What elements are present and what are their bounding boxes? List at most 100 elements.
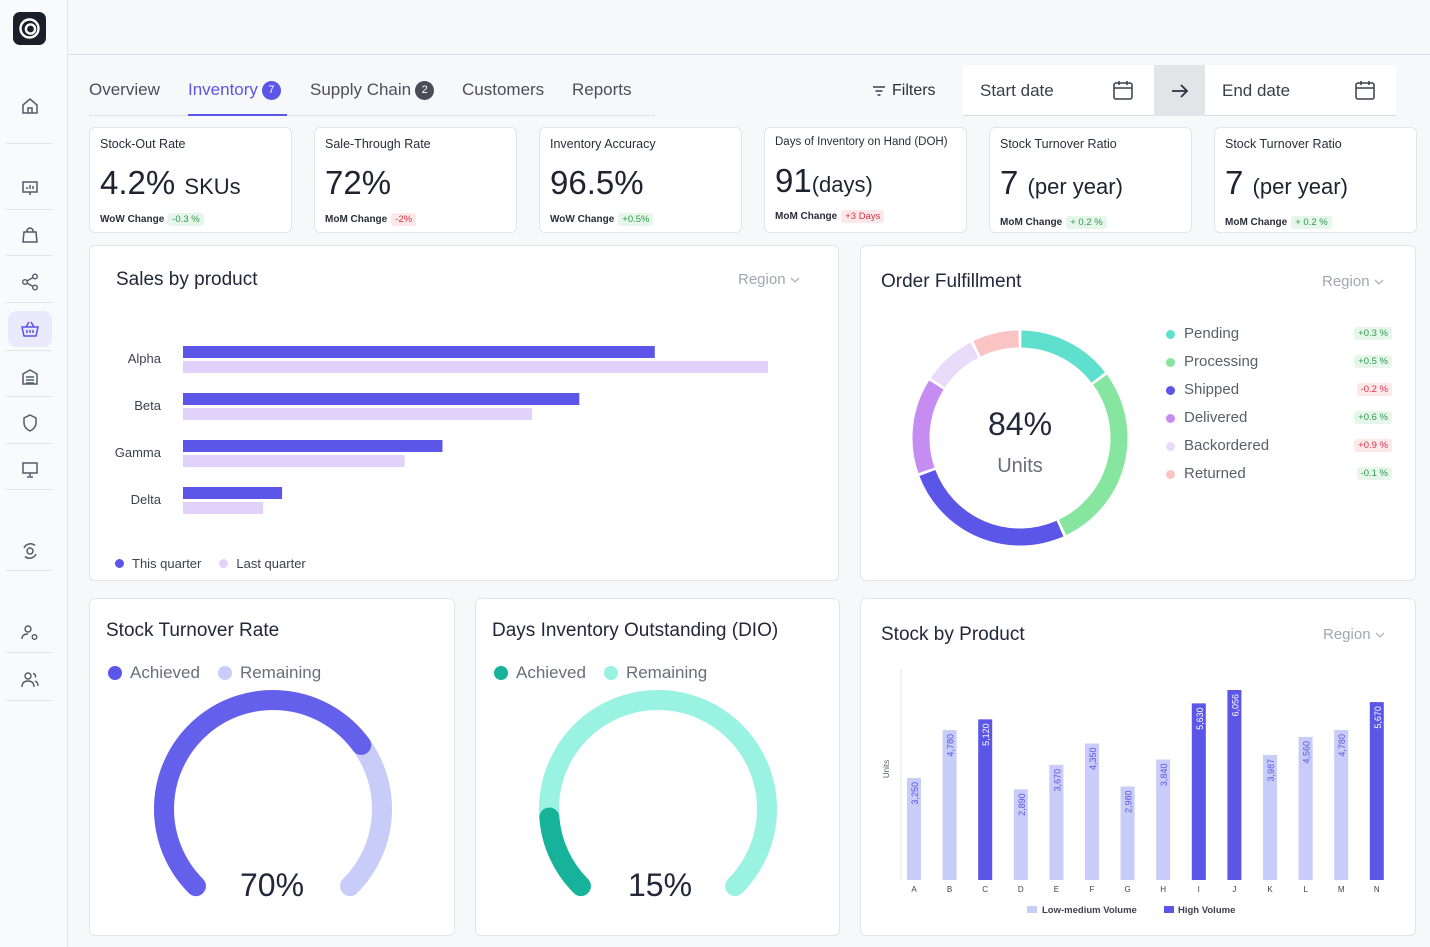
data-label: 3,840: [1159, 764, 1169, 787]
legend-achieved: Achieved: [130, 663, 200, 682]
kpi-label: Days of Inventory on Hand (DOH): [775, 136, 948, 148]
calendar-icon[interactable]: [1112, 79, 1134, 101]
kpi-card-stock-turnover-ratio-2: Stock Turnover Ratio 7 (per year) MoM Ch…: [1214, 127, 1417, 233]
share-icon[interactable]: [14, 266, 46, 298]
region-label: Region: [1322, 273, 1370, 290]
tab-inventory[interactable]: Inventory 7: [188, 80, 281, 100]
legend-change-badge: +0.5 %: [1354, 355, 1392, 368]
kpi-unit: SKUs: [184, 174, 241, 199]
kpi-change-label: MoM Change: [325, 214, 388, 225]
legend-swatch-high: [1164, 906, 1174, 913]
data-label: 3,670: [1052, 769, 1062, 792]
kpi-change-label: WoW Change: [100, 214, 165, 225]
kpi-card-sale-through-rate: Sale-Through Rate 72% MoM Change -2%: [314, 127, 517, 233]
app-logo[interactable]: [13, 12, 46, 45]
dio-gauge: [539, 690, 777, 897]
shield-icon[interactable]: [14, 407, 46, 439]
bar-i: [1191, 703, 1206, 880]
kpi-label: Sale-Through Rate: [325, 137, 431, 151]
bar-n: [1369, 702, 1384, 880]
warehouse-icon[interactable]: [14, 361, 46, 393]
start-date-field[interactable]: Start date: [963, 65, 1154, 116]
legend-change-badge: +0.6 %: [1354, 411, 1392, 424]
gauge-value: 70%: [240, 867, 305, 903]
kpi-value: 7 (per year): [1000, 164, 1123, 202]
legend-change-badge: -0.1 %: [1356, 467, 1392, 480]
start-date-placeholder: Start date: [980, 81, 1054, 100]
legend-change-badge: -0.2 %: [1356, 383, 1392, 396]
legend-dot: [217, 666, 232, 680]
user-settings-icon[interactable]: [14, 617, 46, 649]
bar-f: [1085, 743, 1099, 880]
category-label: Delta: [131, 492, 162, 507]
filter-icon: [873, 86, 885, 96]
x-tick-label: D: [1018, 885, 1024, 894]
legend-dot: [1166, 470, 1175, 479]
legend-label: Processing: [1184, 353, 1259, 370]
tab-reports[interactable]: Reports: [572, 80, 632, 100]
calendar-icon[interactable]: [1354, 79, 1376, 101]
header-divider: [68, 54, 1430, 55]
kpi-unit: (per year): [1027, 174, 1123, 199]
legend-label: Backordered: [1184, 437, 1270, 454]
end-date-field[interactable]: End date: [1205, 65, 1396, 116]
kpi-card-stock-out-rate: Stock-Out Rate 4.2% SKUs WoW Change -0.3 …: [89, 127, 292, 233]
data-label: 3,987: [1266, 759, 1276, 782]
bar-k: [1263, 754, 1277, 880]
tab-label: Customers: [462, 80, 545, 99]
legend-change-badge: +0.3 %: [1354, 327, 1392, 340]
donut-slice-returned: [973, 330, 1020, 357]
bar-this-quarter: [183, 393, 580, 405]
x-tick-label: M: [1338, 885, 1345, 894]
gauge-legend: Achieved Remaining: [108, 663, 321, 683]
legend-last-quarter: Last quarter: [236, 556, 306, 571]
filters-button[interactable]: Filters: [872, 82, 936, 100]
panel-title: Order Fulfillment: [881, 271, 1022, 292]
settings-cycle-icon[interactable]: [14, 535, 46, 567]
users-icon[interactable]: [14, 664, 46, 696]
x-tick-label: J: [1232, 885, 1236, 894]
data-label: 2,890: [1017, 793, 1027, 816]
kpi-change: WoW Change +0.5%: [550, 213, 654, 226]
tab-overview[interactable]: Overview: [89, 80, 160, 100]
kpi-change-label: MoM Change: [775, 211, 838, 222]
bar-l: [1298, 736, 1313, 880]
legend-change-badge: +0.9 %: [1354, 439, 1392, 452]
region-dropdown[interactable]: Region: [1323, 626, 1385, 643]
basket-icon[interactable]: [8, 311, 52, 347]
x-tick-label: F: [1090, 885, 1095, 894]
kpi-number: 4.2%: [100, 164, 176, 201]
legend-item-pending: Pending +0.3 %: [1166, 325, 1396, 345]
x-tick-label: A: [911, 885, 917, 894]
data-label: 5,630: [1195, 707, 1205, 730]
kpi-change: WoW Change -0.3 %: [100, 213, 204, 226]
bar-b: [942, 730, 957, 880]
tab-label: Overview: [89, 80, 160, 99]
tab-supply-chain[interactable]: Supply Chain 2: [310, 80, 435, 100]
x-tick-label: N: [1374, 885, 1380, 894]
region-dropdown[interactable]: Region: [738, 271, 800, 288]
shopping-bag-icon[interactable]: [14, 219, 46, 251]
legend-dot: [1166, 414, 1175, 423]
presentation-chart-icon[interactable]: [14, 172, 46, 204]
home-icon[interactable]: [14, 90, 46, 122]
kpi-unit: (days): [811, 172, 873, 197]
stock-by-product-panel: Stock by Product Region Units 3,250 A 4,780…: [860, 598, 1416, 936]
region-dropdown[interactable]: Region: [1322, 273, 1384, 290]
tab-customers[interactable]: Customers: [462, 80, 544, 100]
region-label: Region: [738, 271, 786, 288]
gauge-track: [539, 690, 777, 897]
legend-dot: [1166, 442, 1175, 451]
kpi-label: Stock Turnover Ratio: [1000, 137, 1117, 151]
bar-m: [1334, 730, 1349, 880]
bar-last-quarter: [183, 455, 405, 467]
kpi-change-badge: -0.3 %: [168, 213, 204, 226]
legend-label: Shipped: [1184, 381, 1240, 398]
sales-legend: This quarter Last quarter: [115, 556, 306, 571]
x-tick-label: K: [1267, 885, 1273, 894]
kpi-value: 91(days): [775, 162, 873, 200]
data-label: 4,780: [1337, 734, 1347, 757]
monitor-icon[interactable]: [14, 454, 46, 486]
donut-slice-delivered: [912, 380, 944, 474]
kpi-unit: (per year): [1252, 174, 1348, 199]
